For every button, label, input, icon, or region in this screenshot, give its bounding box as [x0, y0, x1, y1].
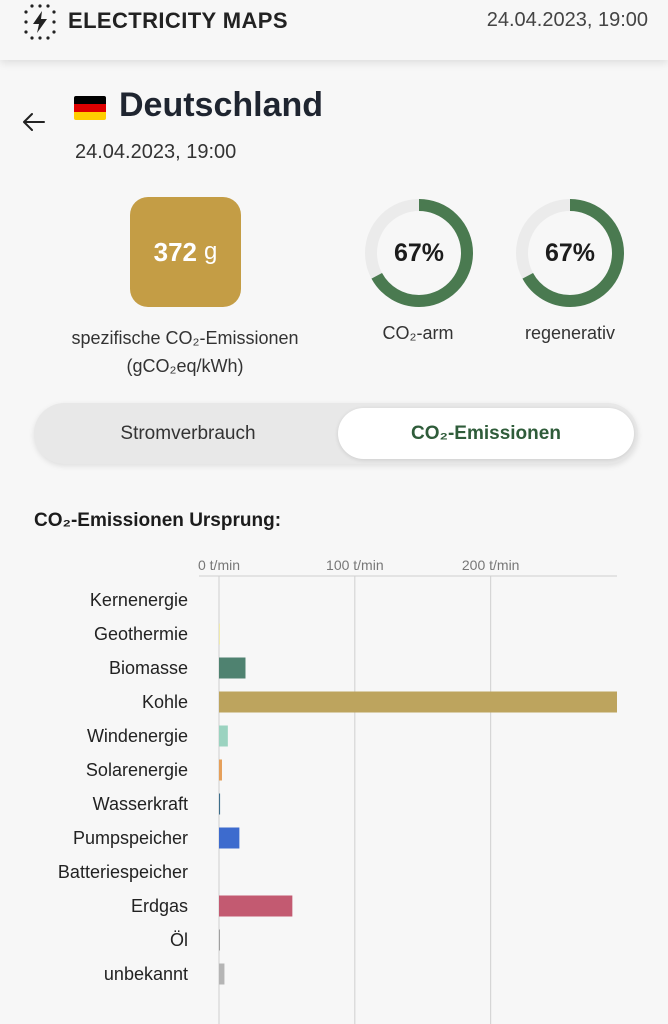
- carbon-intensity-badge: 372 g: [130, 197, 241, 307]
- brand-name[interactable]: ELECTRICITY MAPS: [68, 8, 288, 33]
- category-label: Biomasse: [109, 658, 188, 678]
- renewable-label: regenerativ: [524, 323, 616, 343]
- bar-pumpspeicher: [219, 827, 240, 849]
- bar-kohle: [219, 691, 617, 713]
- arrow-left-icon[interactable]: [18, 106, 50, 138]
- carbon-intensity-unit: g: [204, 238, 218, 265]
- renewable-gauge: 67%: [514, 197, 626, 309]
- x-tick-label: 100 t/min: [326, 557, 384, 573]
- flag-stripe-middle: [74, 104, 106, 112]
- category-label: Pumpspeicher: [73, 828, 188, 848]
- category-label: Wasserkraft: [93, 794, 188, 814]
- bar-solarenergie: [219, 759, 222, 781]
- category-label: unbekannt: [104, 964, 188, 984]
- bar-öl: [219, 929, 220, 951]
- carbon-intensity-label-line2: (gCO₂eq/kWh): [126, 356, 244, 376]
- section-title: CO₂-Emissionen Ursprung:: [34, 510, 282, 531]
- country-name: Deutschland: [119, 86, 324, 124]
- carbon-intensity-label-line1: spezifische CO₂-Emissionen: [71, 328, 299, 348]
- x-tick-label: 200 t/min: [462, 557, 520, 573]
- category-label: Erdgas: [131, 896, 188, 916]
- emissions-origin-chart: 0 t/min 100 t/min 200 t/min Kernenergie Geot…: [58, 557, 617, 1024]
- toggle-emissions[interactable]: CO₂-Emissionen: [338, 408, 634, 459]
- low-carbon-label: CO₂-arm: [382, 323, 454, 343]
- flag-icon: [74, 96, 106, 120]
- category-label: Batteriespeicher: [58, 862, 188, 882]
- low-carbon-percent: 67%: [393, 238, 445, 267]
- consumption-emissions-toggle: Stromverbrauch CO₂-Emissionen: [34, 403, 638, 464]
- bar-biomasse: [219, 657, 246, 679]
- category-label: Windenergie: [87, 726, 188, 746]
- flag-stripe-top: [74, 96, 106, 104]
- gauge-fill: [516, 199, 624, 307]
- bar-wasserkraft: [219, 793, 221, 815]
- carbon-intensity-label: spezifische CO₂-Emissionen (gCO₂eq/kWh): [40, 324, 330, 380]
- header-datetime: 24.04.2023, 19:00: [486, 9, 648, 31]
- low-carbon-gauge: 67%: [363, 197, 475, 309]
- renewable-percent: 67%: [544, 238, 596, 267]
- bar-windenergie: [219, 725, 228, 747]
- category-label: Geothermie: [94, 624, 188, 644]
- category-label: Öl: [170, 930, 188, 950]
- category-label: Kohle: [142, 692, 188, 712]
- app-header: ELECTRICITY MAPS 24.04.2023, 19:00: [0, 0, 668, 60]
- toggle-consumption[interactable]: Stromverbrauch: [120, 422, 256, 444]
- bar-unbekannt: [219, 963, 225, 985]
- category-label: Kernenergie: [90, 590, 188, 610]
- category-label: Solarenergie: [86, 760, 188, 780]
- flag-stripe-bottom: [74, 112, 106, 120]
- carbon-intensity-value: 372: [153, 236, 198, 267]
- zone-datetime: 24.04.2023, 19:00: [75, 141, 237, 163]
- lightning-bolt-icon[interactable]: [20, 2, 60, 42]
- bar-erdgas: [219, 895, 293, 917]
- gauge-fill: [365, 199, 473, 307]
- x-tick-label: 0 t/min: [198, 557, 240, 573]
